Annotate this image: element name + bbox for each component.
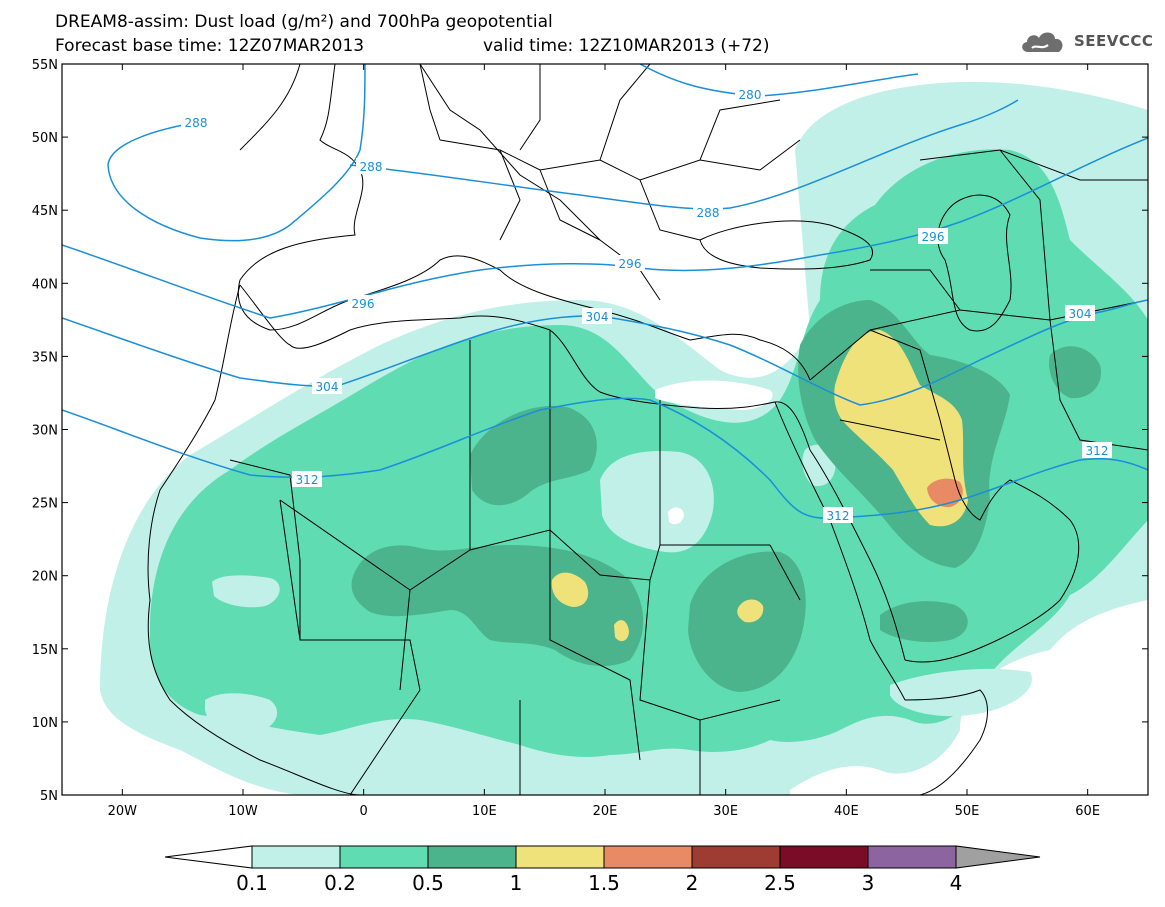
colorbar-label: 3: [862, 871, 875, 895]
contour-label-280: 280: [739, 88, 762, 102]
lat-label: 45N: [32, 204, 58, 219]
colorbar-segment: [779, 845, 869, 869]
colorbar-label: 0.5: [412, 871, 444, 895]
colorbar-segment: [603, 845, 693, 869]
contour-label-288-b: 288: [360, 160, 383, 174]
lon-label: 20W: [108, 804, 138, 819]
longitude-axis: 20W 10W 0 10E 20E 30E 40E 50E 60E: [108, 64, 1100, 819]
lon-label: 10W: [228, 804, 258, 819]
colorbar-segment: [691, 845, 781, 869]
seevccc-logo: SEEVCCC: [1018, 26, 1153, 56]
colorbar-label: 2: [686, 871, 699, 895]
contour-label-304-a: 304: [586, 310, 609, 324]
middle-east-borders: [809, 149, 1148, 451]
contour-label-312-a: 312: [1086, 444, 1109, 458]
lat-label: 25N: [32, 497, 58, 512]
valid-time: valid time: 12Z10MAR2013 (+72): [483, 36, 770, 56]
dust-level-0.1-hole-mauritania: [212, 575, 280, 608]
contour-label-296-a: 296: [922, 230, 945, 244]
colorbar-label: 0.2: [324, 871, 356, 895]
lat-label: 15N: [32, 643, 58, 658]
no-dust-egypt: [668, 507, 684, 525]
dust-fields: [100, 81, 1148, 795]
lon-label: 60E: [1075, 804, 1100, 819]
cloud-icon: [1022, 32, 1063, 52]
colorbar-over-arrow: [955, 845, 1041, 869]
lat-label: 20N: [32, 570, 58, 585]
colorbar-segment: [251, 845, 341, 869]
forecast-times: Forecast base time: 12Z07MAR2013 valid ti…: [55, 36, 770, 56]
colorbar-label: 2.5: [764, 871, 796, 895]
colorbar-under-arrow: [164, 845, 253, 869]
lat-label: 5N: [40, 789, 58, 804]
colorbar-segment: [867, 845, 957, 869]
contour-label-312-b: 312: [296, 473, 319, 487]
lat-label: 55N: [32, 58, 58, 73]
lon-label: 0: [360, 804, 368, 819]
dust-level-0.5-libya: [470, 405, 597, 506]
contour-label-304-b: 304: [1069, 307, 1092, 321]
map-title: DREAM8-assim: Dust load (g/m²) and 700hP…: [55, 12, 553, 32]
dust-level-0.1-hole-yemen: [890, 668, 1032, 717]
african-borders: [229, 330, 801, 795]
lat-label: 10N: [32, 716, 58, 731]
lat-label: 50N: [32, 131, 58, 146]
coastline-africa-west: [147, 284, 361, 795]
caspian: [937, 194, 1012, 332]
dust-level-1.5-kuwait: [927, 478, 963, 508]
black-sea: [699, 220, 873, 270]
contour-label-296-c: 296: [352, 297, 375, 311]
redsea-coast: [774, 401, 906, 701]
colorbar-label: 1.5: [588, 871, 620, 895]
no-dust-med: [655, 380, 773, 410]
lat-label: 35N: [32, 350, 58, 365]
colorbar: 0.1 0.2 0.5 1 1.5 2 2.5 3 4: [164, 845, 1041, 895]
colorbar-label: 0.1: [236, 871, 268, 895]
contour-label-296-b: 296: [619, 257, 642, 271]
colorbar-segment: [339, 845, 429, 869]
dust-level-0.1-hole-egypt: [600, 450, 714, 553]
dust-level-1-iraq: [834, 330, 968, 527]
colorbar-segment: [515, 845, 605, 869]
contour-label-288-c: 288: [697, 206, 720, 220]
latitude-axis: 55N 50N 45N 40N 35N 30N 25N 20N 15N 10N 5N: [32, 58, 1148, 804]
europe-borders: [419, 64, 801, 241]
lat-label: 40N: [32, 277, 58, 292]
logo-text: SEEVCCC: [1074, 32, 1154, 50]
dust-level-1-sudan: [737, 599, 764, 623]
contour-labels: 280 288 288 288 296 296 296 304 304 304 …: [181, 86, 1112, 523]
contour-312: [62, 397, 1148, 519]
contour-label-312-c: 312: [827, 509, 850, 523]
colorbar-label: 4: [950, 871, 963, 895]
arabia-coast: [904, 419, 1080, 663]
lon-label: 20E: [593, 804, 618, 819]
contour-304: [62, 299, 1148, 406]
lon-label: 30E: [713, 804, 738, 819]
lat-label: 30N: [32, 424, 58, 439]
lon-label: 10E: [472, 804, 497, 819]
horn-africa: [904, 689, 988, 795]
dust-level-0.5-iran: [1049, 346, 1101, 399]
colorbar-label: 1: [510, 871, 523, 895]
contour-label-288-a: 288: [185, 116, 208, 130]
contour-288-west: [107, 64, 366, 242]
base-time: Forecast base time: 12Z07MAR2013: [55, 36, 365, 56]
dust-level-0.5-ksa-south: [880, 601, 968, 642]
lon-label: 50E: [955, 804, 980, 819]
dust-level-0.1-hole-west: [205, 693, 278, 736]
colorbar-segment: [427, 845, 517, 869]
dust-level-1-chad-south: [614, 620, 629, 642]
lon-label: 40E: [834, 804, 859, 819]
dust-level-1-chad: [551, 572, 589, 607]
contour-label-304-c: 304: [316, 380, 339, 394]
